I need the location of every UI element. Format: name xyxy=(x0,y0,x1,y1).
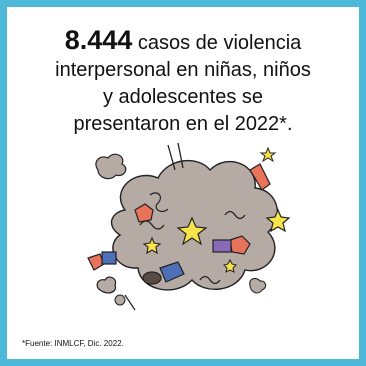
headline-line-1: 8.444 casos de violencia xyxy=(20,27,346,57)
leg-purple xyxy=(159,261,185,283)
squiggle xyxy=(149,192,169,213)
motion-line xyxy=(124,294,136,311)
headline-number: 8.444 xyxy=(64,25,133,55)
fist-left xyxy=(134,203,154,223)
headline-line-4: presentaron en el 2022*. xyxy=(73,113,293,135)
star-icon xyxy=(259,146,277,163)
star-icon xyxy=(176,216,208,246)
motion-line xyxy=(167,144,176,171)
star-icon xyxy=(142,236,162,255)
fist-right xyxy=(229,235,251,255)
headline: 8.444 casos de violencia interpersonal e… xyxy=(20,27,346,138)
headline-line-2: interpersonal en niñas, niños xyxy=(55,59,311,81)
dust-puff xyxy=(96,276,117,294)
fight-cloud-illustration xyxy=(87,142,291,311)
dust-puff xyxy=(249,277,267,294)
headline-line-1-text: casos de violencia xyxy=(137,32,302,54)
dust-puff xyxy=(95,153,127,180)
squiggle xyxy=(224,210,246,220)
star-icon xyxy=(223,258,237,273)
star-icon xyxy=(265,208,291,233)
headline-line-3: y adolescentes se xyxy=(102,86,264,108)
sleeve-blue xyxy=(101,251,117,265)
motion-line xyxy=(177,142,184,169)
source-note: *Fuente: INMLCF, Dic. 2022. xyxy=(22,339,124,348)
squiggle xyxy=(199,275,221,285)
dust-puff xyxy=(114,294,126,306)
sleeve-purple xyxy=(212,239,232,253)
foot-right xyxy=(249,163,271,191)
shoe xyxy=(142,271,162,285)
